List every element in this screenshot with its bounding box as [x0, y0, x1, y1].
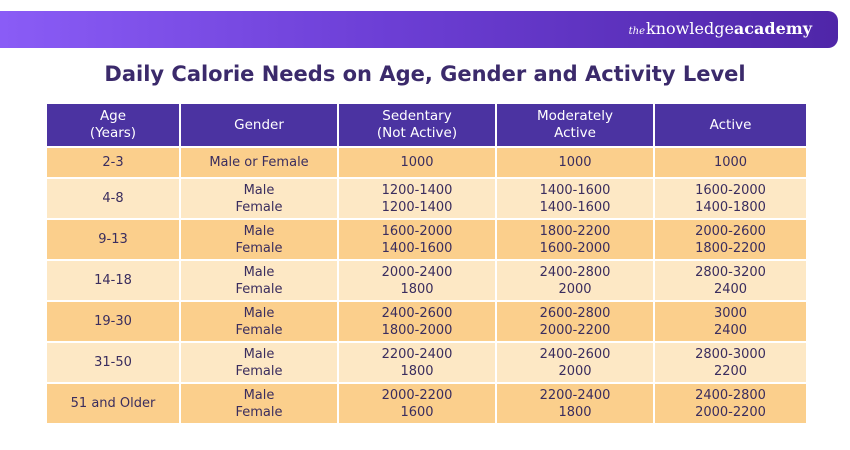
- table-row: 51 and Older Male Female 2000-2200 1600 …: [45, 382, 808, 425]
- cell-age: 51 and Older: [45, 382, 181, 425]
- cell-sedentary: 2000-2400 1800: [337, 259, 497, 302]
- cell-moderately-active: 2600-2800 2000-2200: [495, 300, 655, 343]
- header-gender: Gender: [179, 102, 339, 148]
- page-title: Daily Calorie Needs on Age, Gender and A…: [104, 62, 746, 86]
- cell-gender: Male Female: [179, 382, 339, 425]
- cell-active: 3000 2400: [653, 300, 808, 343]
- cell-moderately-active: 2400-2800 2000: [495, 259, 655, 302]
- cell-moderately-active: 1000: [495, 146, 655, 179]
- cell-active: 2800-3000 2200: [653, 341, 808, 384]
- table-row: 4-8 Male Female 1200-1400 1200-1400 1400…: [45, 177, 808, 220]
- cell-sedentary: 1600-2000 1400-1600: [337, 218, 497, 261]
- brand-logo: theknowledgeacademy: [629, 18, 812, 43]
- cell-gender: Male Female: [179, 259, 339, 302]
- cell-gender: Male Female: [179, 218, 339, 261]
- table-row: 19-30 Male Female 2400-2600 1800-2000 26…: [45, 300, 808, 343]
- header-sedentary: Sedentary (Not Active): [337, 102, 497, 148]
- brand-prefix: the: [628, 26, 646, 37]
- header-moderately-active: Moderately Active: [495, 102, 655, 148]
- table-header-row: Age (Years) Gender Sedentary (Not Active…: [45, 102, 808, 148]
- cell-age: 31-50: [45, 341, 181, 384]
- cell-gender: Male Female: [179, 177, 339, 220]
- cell-moderately-active: 2200-2400 1800: [495, 382, 655, 425]
- header-age: Age (Years): [45, 102, 181, 148]
- table-row: 31-50 Male Female 2200-2400 1800 2400-26…: [45, 341, 808, 384]
- cell-sedentary: 2200-2400 1800: [337, 341, 497, 384]
- cell-age: 4-8: [45, 177, 181, 220]
- cell-sedentary: 1000: [337, 146, 497, 179]
- cell-moderately-active: 1400-1600 1400-1600: [495, 177, 655, 220]
- cell-gender: Male or Female: [179, 146, 339, 179]
- cell-age: 2-3: [45, 146, 181, 179]
- cell-age: 19-30: [45, 300, 181, 343]
- table-row: 9-13 Male Female 1600-2000 1400-1600 180…: [45, 218, 808, 261]
- brand-banner: theknowledgeacademy: [0, 11, 838, 48]
- cell-active: 1000: [653, 146, 808, 179]
- cell-gender: Male Female: [179, 300, 339, 343]
- header-active: Active: [653, 102, 808, 148]
- cell-sedentary: 1200-1400 1200-1400: [337, 177, 497, 220]
- cell-gender: Male Female: [179, 341, 339, 384]
- table-row: 2-3 Male or Female 1000 1000 1000: [45, 146, 808, 179]
- cell-age: 14-18: [45, 259, 181, 302]
- cell-active: 2400-2800 2000-2200: [653, 382, 808, 425]
- brand-name-bold: academy: [733, 19, 812, 38]
- cell-active: 2000-2600 1800-2200: [653, 218, 808, 261]
- calorie-table: Age (Years) Gender Sedentary (Not Active…: [45, 102, 808, 425]
- cell-sedentary: 2000-2200 1600: [337, 382, 497, 425]
- brand-name-regular: knowledge: [646, 19, 734, 38]
- cell-age: 9-13: [45, 218, 181, 261]
- cell-moderately-active: 1800-2200 1600-2000: [495, 218, 655, 261]
- cell-moderately-active: 2400-2600 2000: [495, 341, 655, 384]
- table-row: 14-18 Male Female 2000-2400 1800 2400-28…: [45, 259, 808, 302]
- cell-active: 2800-3200 2400: [653, 259, 808, 302]
- cell-sedentary: 2400-2600 1800-2000: [337, 300, 497, 343]
- cell-active: 1600-2000 1400-1800: [653, 177, 808, 220]
